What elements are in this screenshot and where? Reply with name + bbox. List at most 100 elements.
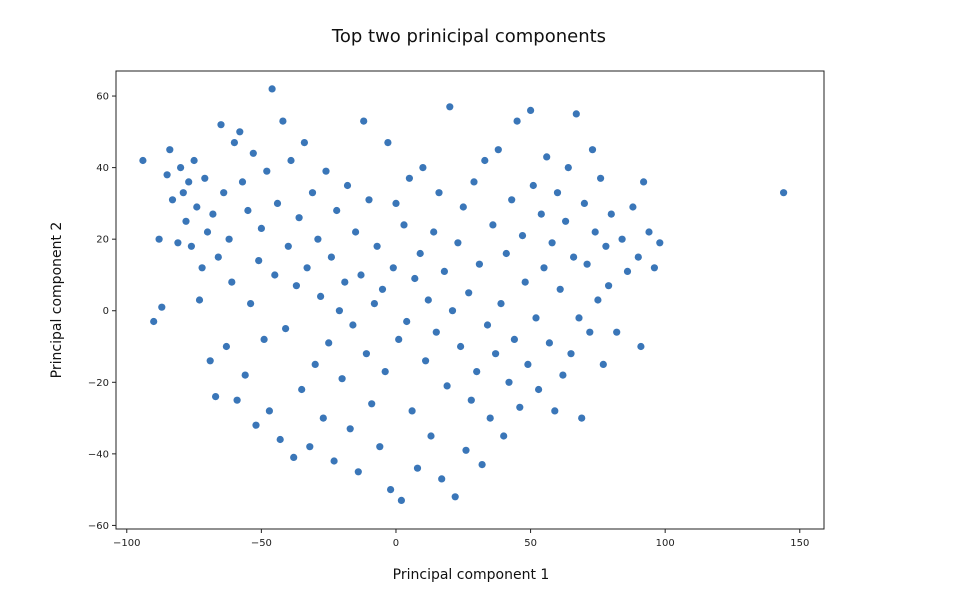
data-point bbox=[282, 325, 290, 333]
data-point bbox=[357, 271, 365, 279]
data-point bbox=[602, 242, 610, 250]
data-point bbox=[572, 110, 580, 118]
data-point bbox=[308, 189, 317, 197]
data-point bbox=[370, 300, 378, 308]
data-point bbox=[567, 350, 575, 358]
data-point bbox=[457, 342, 465, 351]
data-point bbox=[518, 232, 527, 240]
data-point bbox=[387, 486, 395, 494]
data-point bbox=[413, 464, 422, 472]
data-point bbox=[185, 178, 193, 186]
data-point bbox=[492, 350, 500, 358]
data-point bbox=[637, 342, 645, 351]
data-point bbox=[198, 264, 206, 272]
data-point bbox=[257, 224, 265, 232]
data-point bbox=[438, 475, 446, 483]
data-point bbox=[317, 292, 325, 300]
data-point bbox=[311, 360, 319, 368]
x-tick-label: 100 bbox=[656, 538, 675, 549]
data-point bbox=[268, 85, 276, 93]
data-point bbox=[322, 167, 330, 175]
data-point bbox=[392, 199, 400, 207]
data-point bbox=[168, 196, 177, 204]
data-point bbox=[537, 210, 545, 218]
plot-frame bbox=[115, 70, 825, 530]
data-point bbox=[508, 196, 516, 204]
data-point bbox=[400, 221, 408, 229]
y-tick-label: 40 bbox=[96, 163, 109, 174]
data-point bbox=[424, 296, 432, 304]
data-point bbox=[292, 282, 300, 290]
data-point bbox=[378, 285, 387, 293]
data-point bbox=[443, 382, 451, 390]
data-point bbox=[335, 307, 343, 315]
data-point bbox=[629, 203, 637, 211]
data-point bbox=[228, 278, 236, 286]
data-point bbox=[306, 443, 314, 451]
data-point bbox=[489, 221, 497, 229]
data-point bbox=[430, 228, 438, 236]
data-point bbox=[327, 253, 335, 261]
data-point bbox=[556, 285, 564, 293]
data-point bbox=[459, 203, 467, 211]
x-tick-label: 150 bbox=[790, 538, 809, 549]
data-point bbox=[343, 181, 352, 190]
data-point bbox=[298, 385, 306, 394]
data-point bbox=[158, 303, 166, 311]
data-point bbox=[187, 242, 195, 250]
data-point bbox=[365, 196, 373, 204]
data-point bbox=[276, 435, 284, 444]
data-point bbox=[314, 235, 322, 243]
data-point bbox=[483, 321, 492, 329]
data-point bbox=[597, 174, 605, 182]
data-point bbox=[174, 239, 182, 247]
data-point bbox=[545, 339, 554, 347]
data-point bbox=[190, 156, 198, 165]
data-point bbox=[408, 407, 416, 415]
y-tick-label: 20 bbox=[96, 235, 109, 246]
data-point bbox=[432, 328, 440, 336]
data-point bbox=[516, 403, 524, 411]
data-point bbox=[341, 278, 349, 286]
data-point bbox=[650, 264, 659, 272]
data-point bbox=[295, 214, 303, 222]
data-point bbox=[265, 407, 273, 415]
data-point bbox=[594, 296, 602, 304]
data-point bbox=[373, 242, 381, 250]
data-point bbox=[182, 217, 190, 225]
data-point bbox=[564, 164, 572, 172]
x-tick-label: 0 bbox=[393, 538, 399, 549]
data-point bbox=[233, 396, 241, 404]
data-point bbox=[473, 368, 481, 376]
data-point bbox=[177, 164, 185, 172]
data-point bbox=[352, 228, 360, 236]
data-point bbox=[583, 260, 591, 268]
data-point bbox=[591, 228, 599, 236]
data-point bbox=[212, 393, 220, 401]
data-point bbox=[497, 300, 505, 308]
y-tick-label: −40 bbox=[88, 449, 109, 460]
data-point bbox=[446, 103, 454, 111]
data-point bbox=[255, 257, 263, 265]
data-point bbox=[467, 396, 475, 404]
data-point bbox=[427, 432, 435, 440]
data-point bbox=[524, 360, 532, 368]
data-point bbox=[527, 106, 535, 114]
data-point bbox=[252, 421, 260, 429]
data-point bbox=[623, 267, 632, 275]
data-point bbox=[411, 274, 419, 283]
data-point bbox=[570, 253, 578, 261]
data-point bbox=[580, 199, 589, 207]
data-point bbox=[195, 296, 204, 304]
data-point bbox=[150, 317, 158, 326]
data-point bbox=[397, 496, 405, 504]
data-point bbox=[588, 146, 597, 154]
data-point bbox=[381, 368, 389, 376]
data-point bbox=[166, 146, 174, 154]
y-tick-label: −60 bbox=[88, 521, 109, 532]
data-point bbox=[209, 210, 217, 218]
data-point bbox=[540, 264, 548, 272]
data-point bbox=[220, 189, 228, 197]
data-point bbox=[330, 457, 338, 465]
data-point bbox=[201, 174, 209, 182]
